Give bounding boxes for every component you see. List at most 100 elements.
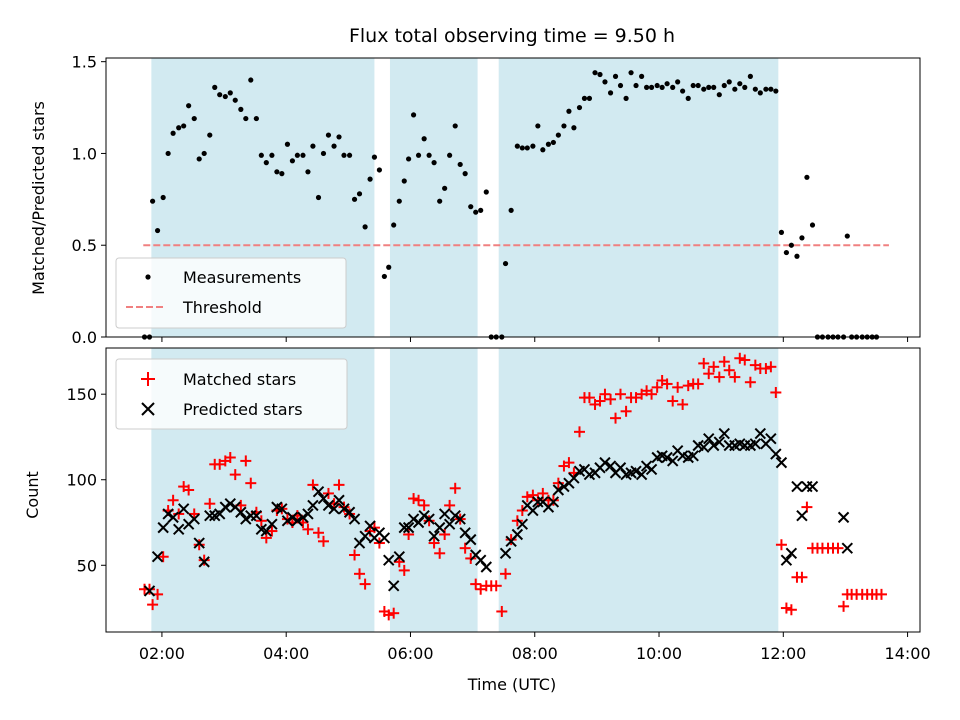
predicted-star-point (791, 480, 803, 493)
matched-star-point (770, 386, 782, 398)
matched-star-point (505, 534, 517, 546)
predicted-star-point (480, 561, 492, 573)
measurement-point (351, 196, 358, 202)
measurement-point (391, 222, 397, 228)
predicted-star-point (328, 503, 340, 515)
predicted-star-point (266, 518, 278, 530)
measurement-point (222, 93, 228, 100)
predicted-star-point (765, 432, 777, 445)
measurement-point (170, 130, 176, 136)
measurement-point (540, 147, 546, 153)
measurement-point (212, 84, 218, 90)
measurement-point (341, 152, 347, 158)
measurement-point (207, 132, 213, 138)
predicted-star-point (454, 513, 466, 525)
top-legend: Measurements Threshold (115, 257, 347, 329)
measurement-point (804, 174, 810, 180)
predicted-star-point (645, 463, 658, 476)
matched-star-point (147, 599, 159, 611)
measurement-point (844, 233, 850, 239)
predicted-star-point (317, 492, 330, 505)
measurement-point (305, 169, 311, 175)
predicted-star-point (151, 551, 164, 563)
predicted-star-point (402, 521, 415, 534)
matched-star-point (143, 583, 155, 595)
predicted-star-point (707, 439, 720, 452)
measurement-point (396, 198, 402, 204)
measurement-point (633, 82, 639, 89)
measurement-point (685, 95, 691, 101)
predicted-star-point (177, 503, 190, 515)
measurement-point (530, 143, 536, 149)
matched-star-point (214, 458, 226, 470)
measurement-point (639, 73, 645, 79)
measurement-point (269, 152, 275, 158)
matched-star-point (682, 380, 694, 392)
y-tick-label: 1.0 (72, 144, 97, 163)
predicted-star-point (322, 499, 335, 512)
measurement-point (320, 150, 327, 157)
measurement-point (514, 143, 520, 149)
measurement-point (623, 95, 629, 101)
measurement-point (711, 84, 717, 90)
matched-star-point (780, 602, 792, 614)
measurement-point (519, 145, 525, 151)
predicted-star-point (291, 515, 304, 527)
legend-predicted-label: Predicted stars (183, 400, 303, 419)
matched-star-point (413, 494, 425, 506)
measurement-point (675, 79, 681, 85)
y-tick-label: 150 (66, 385, 97, 404)
legend-matched-label: Matched stars (183, 370, 296, 389)
measurement-point (150, 198, 156, 204)
matched-star-point (692, 378, 704, 390)
measurement-point (371, 154, 378, 160)
x-tick-label: 06:00 (387, 644, 433, 663)
matched-star-point (703, 368, 715, 380)
matched-star-point (224, 451, 236, 463)
matched-star-point (333, 479, 345, 491)
y-tick-label: 0.0 (72, 328, 97, 347)
measurement-point (217, 92, 223, 98)
measurement-point (483, 189, 489, 195)
measurement-point (447, 152, 453, 158)
predicted-star-point (770, 448, 782, 460)
matched-star-point (605, 393, 617, 405)
predicted-star-point (433, 521, 446, 534)
measurement-point (586, 95, 593, 101)
bottom-legend: Matched stars Predicted stars (115, 358, 348, 430)
predicted-star-point (599, 456, 611, 469)
matched-star-point (500, 568, 512, 580)
measurement-point (535, 123, 541, 129)
predicted-star-point (698, 441, 710, 453)
measurement-point (289, 158, 296, 164)
measurement-point (654, 82, 660, 89)
matched-star-point (796, 571, 808, 583)
matched-star-point (349, 549, 361, 561)
predicted-star-point (511, 528, 524, 541)
measurement-point (550, 139, 556, 146)
predicted-star-point (219, 501, 232, 513)
measurement-point (561, 123, 567, 129)
top-axes-frame (105, 57, 921, 338)
predicted-star-point (666, 455, 679, 467)
x-tick-label: 10:00 (636, 644, 682, 663)
matched-star-point (713, 371, 725, 383)
matched-star-point (157, 551, 169, 563)
matched-star-point (610, 412, 622, 424)
legend-matched-marker (141, 372, 155, 386)
measurement-point (690, 82, 696, 89)
matched-star-point (563, 457, 575, 469)
y-tick-label: 1.5 (72, 53, 97, 72)
predicted-star-point (307, 499, 319, 512)
matched-star-point (739, 354, 751, 366)
bottom-panel: 50 100 150 02:00 04:00 06:00 08:00 10:00 12:00 1… (23, 347, 931, 694)
predicted-stars-series (143, 427, 854, 597)
measurement-point (376, 167, 383, 173)
matched-star-point (344, 508, 356, 520)
measurement-point (670, 84, 676, 90)
predicted-star-point (240, 513, 252, 525)
predicted-star-point (312, 486, 325, 498)
predicted-star-point (552, 484, 565, 496)
measurement-point (617, 82, 624, 89)
predicted-star-point (276, 503, 288, 515)
